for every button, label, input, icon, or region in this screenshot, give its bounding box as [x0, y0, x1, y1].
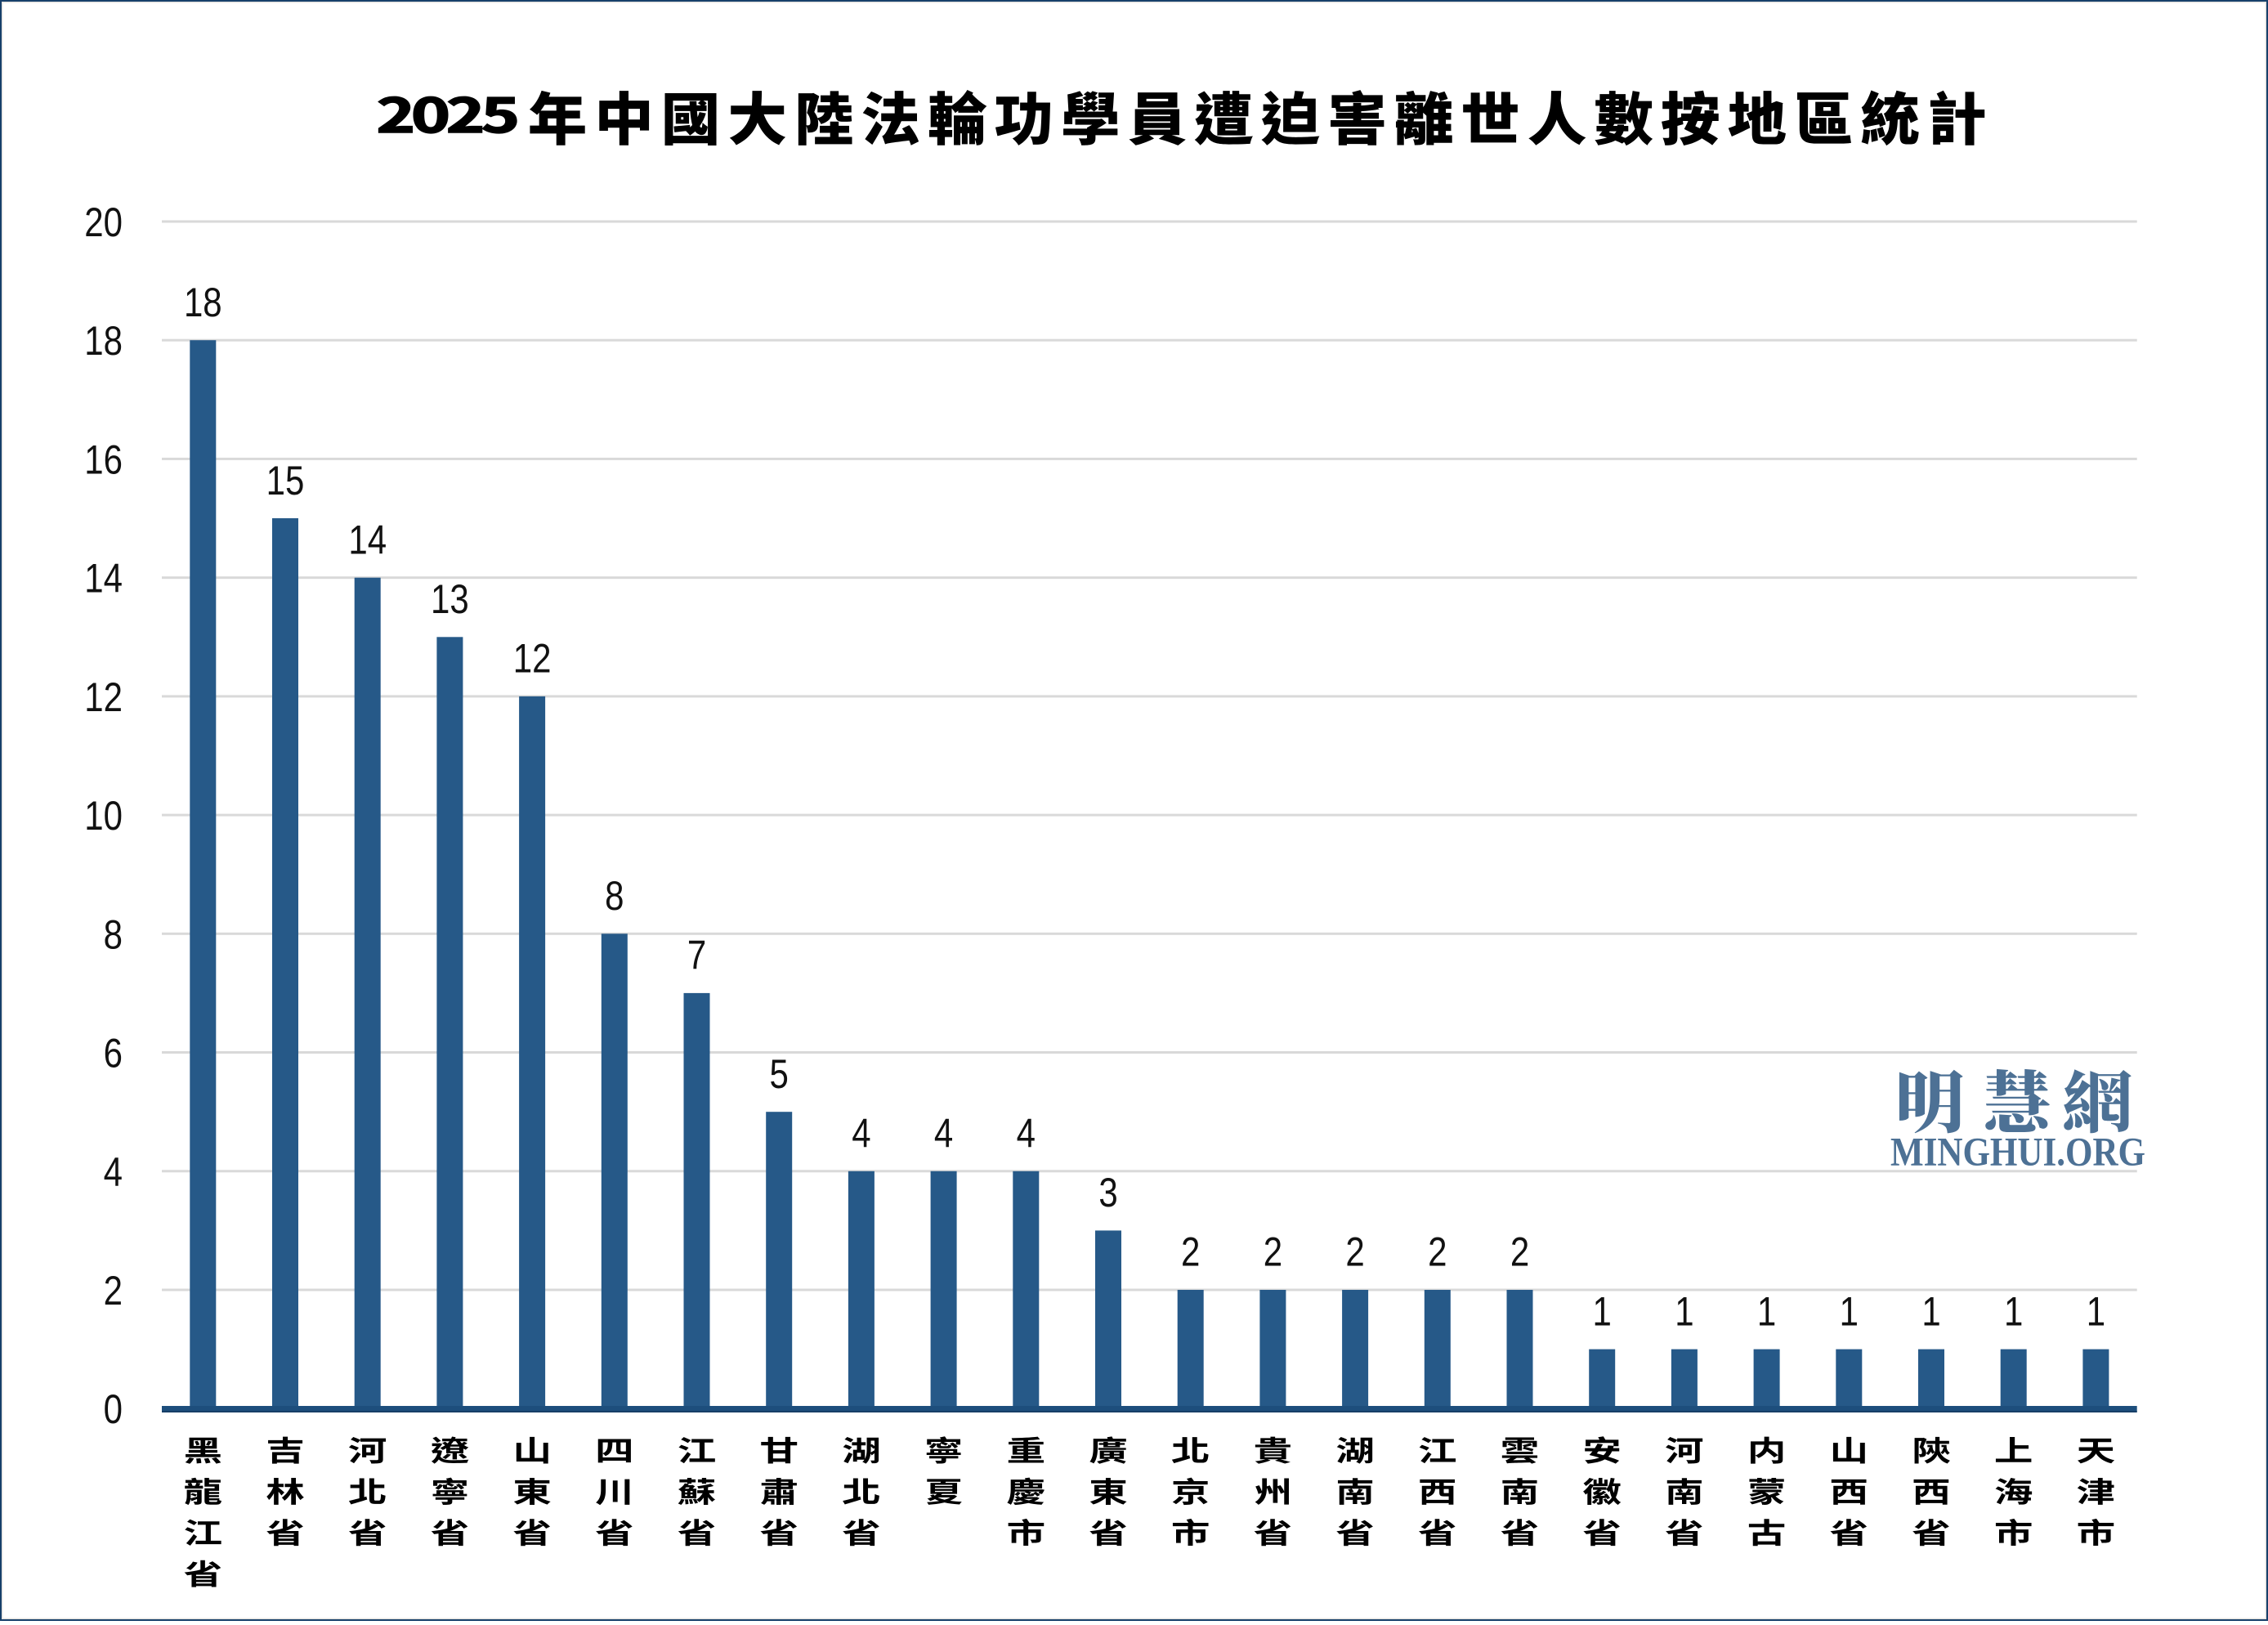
svg-text:1: 1	[1921, 1288, 1940, 1334]
svg-text:15: 15	[266, 457, 305, 503]
svg-text:6: 6	[104, 1030, 123, 1076]
svg-text:12: 12	[84, 674, 123, 719]
svg-text:18: 18	[84, 318, 123, 364]
svg-text:4: 4	[852, 1110, 870, 1156]
svg-text:2: 2	[1428, 1229, 1447, 1274]
svg-text:8: 8	[104, 911, 123, 957]
svg-text:2: 2	[1510, 1229, 1529, 1274]
svg-text:1: 1	[2087, 1288, 2105, 1334]
svg-text:10: 10	[84, 793, 123, 839]
svg-text:14: 14	[348, 517, 387, 562]
svg-text:4: 4	[934, 1110, 953, 1156]
svg-text:2: 2	[1345, 1229, 1364, 1274]
svg-text:8: 8	[605, 873, 624, 919]
svg-text:1: 1	[1840, 1288, 1859, 1334]
svg-text:16: 16	[84, 436, 123, 482]
svg-text:20: 20	[84, 199, 123, 245]
svg-text:13: 13	[431, 576, 469, 622]
svg-text:7: 7	[687, 932, 706, 978]
svg-text:2: 2	[1181, 1229, 1200, 1274]
svg-text:MINGHUI.ORG: MINGHUI.ORG	[1890, 1129, 2145, 1175]
svg-text:0: 0	[104, 1386, 123, 1432]
svg-text:3: 3	[1098, 1170, 1117, 1215]
svg-text:1: 1	[1757, 1288, 1776, 1334]
svg-text:18: 18	[184, 279, 222, 325]
svg-text:4: 4	[1017, 1110, 1036, 1156]
svg-text:2: 2	[1264, 1229, 1282, 1274]
svg-text:5: 5	[770, 1050, 789, 1096]
svg-text:1: 1	[1675, 1288, 1693, 1334]
svg-text:14: 14	[84, 555, 123, 601]
svg-text:4: 4	[104, 1148, 123, 1194]
svg-text:12: 12	[513, 635, 552, 681]
svg-text:1: 1	[1593, 1288, 1612, 1334]
svg-text:2: 2	[104, 1268, 123, 1314]
svg-text:1: 1	[2004, 1288, 2023, 1334]
